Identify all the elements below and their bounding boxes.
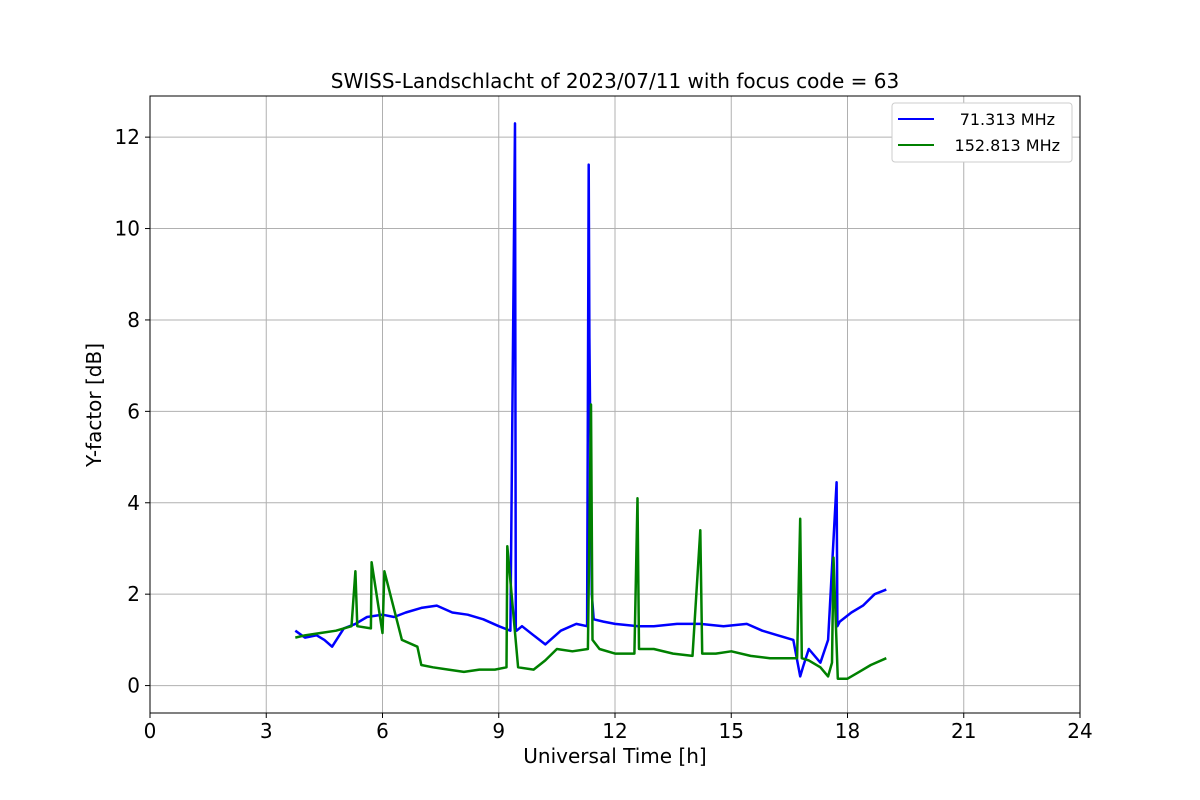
series-71-mhz-line (294, 122, 887, 678)
legend: 71.313 MHz 152.813 MHz (891, 102, 1073, 163)
x-tick-label: 18 (835, 719, 860, 743)
legend-label-152-mhz: 152.813 MHz (955, 136, 1060, 155)
x-tick-label: 12 (602, 719, 627, 743)
y-axis-label: Y-factor [dB] (82, 343, 106, 468)
series-152-mhz-line (295, 403, 887, 680)
legend-box (891, 102, 1073, 163)
x-tick-label: 24 (1067, 719, 1092, 743)
legend-label-71-mhz: 71.313 MHz (960, 110, 1055, 129)
y-tick-label: 4 (127, 491, 140, 515)
x-tick-label: 21 (951, 719, 976, 743)
x-tick-label: 15 (719, 719, 744, 743)
x-tick-label: 3 (260, 719, 273, 743)
x-tick-label: 6 (376, 719, 389, 743)
y-tick-label: 10 (115, 217, 140, 241)
y-tick-label: 12 (115, 125, 140, 149)
y-tick-label: 0 (127, 674, 140, 698)
y-tick-label: 2 (127, 582, 140, 606)
x-tick-label: 9 (492, 719, 505, 743)
chart-title: SWISS-Landschlacht of 2023/07/11 with fo… (331, 69, 899, 93)
x-axis-label: Universal Time [h] (523, 744, 706, 768)
y-tick-label: 6 (127, 399, 140, 423)
data-series (294, 122, 887, 680)
y-tick-label: 8 (127, 308, 140, 332)
x-tick-label: 0 (144, 719, 157, 743)
